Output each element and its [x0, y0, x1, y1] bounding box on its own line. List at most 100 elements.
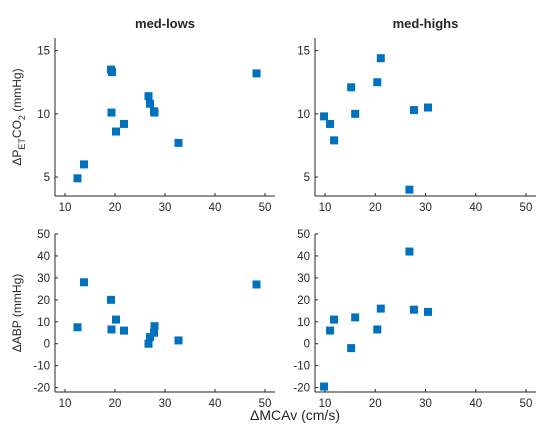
data-point — [326, 326, 335, 335]
data-point — [107, 325, 116, 334]
data-point — [326, 119, 335, 128]
y-tick-label: 40 — [297, 251, 310, 263]
data-point — [376, 54, 385, 63]
data-point — [424, 103, 433, 112]
y-tick-label: 5 — [44, 172, 50, 184]
y-tick-label: 10 — [297, 317, 310, 329]
y-tick-label: 50 — [297, 229, 310, 241]
data-point — [409, 305, 418, 314]
x-tick-label: 30 — [419, 398, 432, 410]
y-tick-label: -20 — [293, 383, 310, 395]
y-tick-label: 0 — [304, 339, 310, 351]
x-tick-label: 50 — [259, 398, 272, 410]
y-axis-label: ΔPETCO2 (mmHg) — [10, 68, 27, 165]
data-point — [146, 333, 154, 342]
x-tick-label: 50 — [520, 202, 533, 214]
data-point — [252, 280, 261, 289]
data-point — [80, 278, 88, 287]
data-point — [405, 185, 414, 194]
y-tick-label: 5 — [304, 172, 310, 184]
data-point — [373, 325, 382, 334]
x-tick-label: 40 — [469, 398, 482, 410]
data-point — [405, 247, 414, 256]
data-point — [424, 307, 433, 316]
y-tick-label: 15 — [297, 46, 310, 58]
y-axis-label-part: ΔABP (mmHg) — [10, 274, 24, 352]
data-point — [330, 136, 339, 145]
y-tick-label: -10 — [33, 361, 50, 373]
x-tick-label: 20 — [109, 202, 122, 214]
data-point — [320, 112, 329, 121]
y-tick-label: 0 — [44, 339, 50, 351]
panel-2: 10 20 30 40 50 5 10 15 med-highs — [297, 16, 536, 214]
data-point — [320, 382, 329, 391]
y-tick-label: 15 — [37, 46, 50, 58]
x-tick-label: 40 — [209, 398, 222, 410]
y-axis-label-part: CO — [10, 120, 24, 138]
data-point — [108, 68, 116, 77]
y-tick-label: 10 — [37, 109, 50, 121]
y-tick-label: 10 — [297, 109, 310, 121]
data-point — [73, 174, 82, 183]
panel-1: 10 20 30 40 50 5 10 15 med-lows ΔPETCO2 (mmHg) — [10, 16, 275, 214]
data-point — [409, 106, 418, 115]
x-tick-label: 20 — [109, 398, 122, 410]
data-point — [144, 92, 153, 101]
data-point — [73, 323, 82, 332]
data-point — [150, 108, 159, 117]
data-point — [80, 160, 88, 169]
data-point — [120, 119, 128, 128]
y-tick-label: 30 — [297, 273, 310, 285]
data-point — [150, 322, 159, 331]
data-point — [252, 69, 261, 78]
y-tick-label: 30 — [37, 273, 50, 285]
y-tick-label: -10 — [293, 361, 310, 373]
y-tick-label: -20 — [33, 383, 50, 395]
x-tick-label: 40 — [209, 202, 222, 214]
y-axis-label-part: 2 — [17, 115, 27, 120]
data-point — [330, 315, 339, 324]
data-point — [174, 336, 183, 345]
data-point — [107, 108, 116, 117]
y-tick-label: 40 — [37, 251, 50, 263]
x-tick-label: 40 — [469, 202, 482, 214]
data-point — [120, 326, 128, 335]
data-point — [146, 99, 154, 108]
data-point — [174, 138, 183, 147]
data-point — [107, 295, 115, 304]
x-tick-label: 30 — [419, 202, 432, 214]
data-point — [112, 127, 120, 136]
data-point — [150, 328, 158, 337]
data-point — [376, 304, 385, 313]
data-point — [144, 339, 153, 348]
data-point — [112, 315, 120, 324]
y-axis-label-part: ET — [17, 138, 27, 150]
y-tick-label: 50 — [37, 229, 50, 241]
x-tick-label: 10 — [59, 202, 72, 214]
x-tick-label: 20 — [369, 398, 382, 410]
y-axis-label-part: (mmHg) — [10, 68, 24, 115]
y-axis-label: ΔABP (mmHg) — [10, 274, 24, 352]
x-axis-label: ΔMCAv (cm/s) — [250, 407, 340, 423]
data-point — [351, 109, 360, 118]
y-tick-label: 20 — [37, 295, 50, 307]
x-tick-label: 30 — [159, 202, 172, 214]
x-tick-label: 20 — [369, 202, 382, 214]
y-tick-label: 20 — [297, 295, 310, 307]
x-tick-label: 30 — [159, 398, 172, 410]
data-point — [351, 313, 360, 322]
y-tick-label: 10 — [37, 317, 50, 329]
panel-title: med-lows — [135, 16, 195, 31]
panel-title: med-highs — [393, 16, 459, 31]
x-tick-label: 50 — [259, 202, 272, 214]
y-axis-label-part: ΔP — [10, 150, 24, 166]
data-point — [347, 83, 356, 92]
data-point — [347, 344, 356, 353]
panel-3: 10 20 30 40 50 -20 -10 0 10 20 30 40 50 ΔABP (mmHg) — [10, 229, 275, 410]
data-point — [373, 78, 382, 87]
x-tick-label: 10 — [319, 202, 332, 214]
x-tick-label: 10 — [319, 398, 332, 410]
x-tick-label: 50 — [520, 398, 533, 410]
panel-4: 10 20 30 40 50 -20 -10 0 10 20 30 40 50 — [293, 229, 536, 410]
